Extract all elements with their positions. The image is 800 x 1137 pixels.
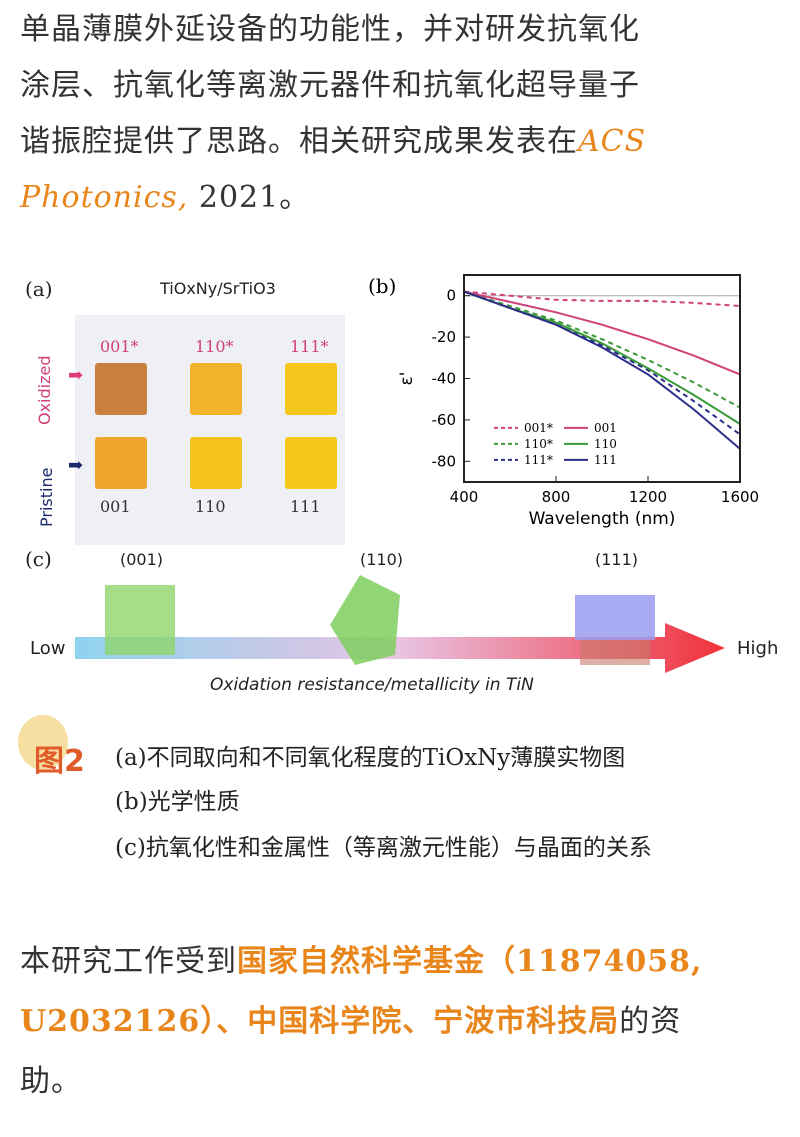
crystal-001 bbox=[105, 585, 175, 655]
sample-label-pristine: 001 bbox=[100, 497, 131, 516]
caption-c: (c)抗氧化性和金属性（等离激元性能）与晶面的关系 bbox=[115, 835, 652, 861]
funding-text: 的资 bbox=[619, 1004, 682, 1039]
intro-line: 谐振腔提供了思路。相关研究成果发表在 bbox=[20, 124, 578, 159]
legend-label: 111* bbox=[524, 453, 553, 467]
x-axis-label: Wavelength (nm) bbox=[529, 509, 676, 529]
intro-paragraph: 单晶薄膜外延设备的功能性，并对研发抗氧化 涂层、抗氧化等离激元器件和抗氧化超导量… bbox=[20, 2, 790, 226]
panel-c-label: (c) bbox=[25, 547, 52, 571]
funder: 国家自然科学基金（11874058, bbox=[237, 944, 703, 979]
funding-text: 本研究工作受到 bbox=[20, 944, 237, 979]
permittivity-chart: (b) 400 800 1200 1600 0 -20 -40 -60 -80 Wavelength… bbox=[368, 274, 759, 529]
figure-2: (a) TiOxNy/SrTiO3 Oxidized Pristine ➡ ➡ … bbox=[15, 265, 785, 705]
plane-110: (110) bbox=[360, 550, 404, 569]
legend-label: 111 bbox=[594, 453, 617, 467]
figure-badge: 图2 bbox=[34, 744, 85, 779]
funder: U2032126）、中国科学院、宁波市科技局 bbox=[20, 1004, 620, 1039]
gradient-arrow bbox=[75, 623, 725, 673]
series-line-111 bbox=[463, 290, 741, 450]
x-tick-label: 800 bbox=[542, 488, 571, 506]
funding-paragraph: 本研究工作受到国家自然科学基金（11874058, U2032126）、中国科学… bbox=[20, 932, 790, 1112]
crystal-110 bbox=[330, 575, 400, 665]
plane-001: (001) bbox=[120, 550, 164, 569]
sample-label-pristine: 110 bbox=[195, 497, 226, 516]
sample-label-oxidized: 001* bbox=[100, 337, 139, 356]
x-tick-label: 1600 bbox=[721, 488, 759, 506]
y-tick-label: -20 bbox=[432, 328, 457, 346]
journal-link[interactable]: ACS bbox=[578, 124, 647, 159]
arrow-right-icon: ➡ bbox=[68, 455, 84, 476]
oxidation-diagram bbox=[75, 575, 725, 673]
legend-label: 001* bbox=[524, 421, 553, 435]
legend-label: 001 bbox=[594, 421, 617, 435]
sample-label-oxidized: 111* bbox=[290, 337, 329, 356]
legend-label: 110* bbox=[524, 437, 553, 451]
punct: 。 bbox=[279, 180, 311, 215]
y-tick-label: -60 bbox=[432, 411, 457, 429]
plane-111: (111) bbox=[595, 550, 639, 569]
y-tick-label: -40 bbox=[432, 370, 457, 388]
row-pristine: Pristine bbox=[37, 467, 56, 527]
sample-label-oxidized: 110* bbox=[195, 337, 234, 356]
high-label: High bbox=[737, 638, 779, 659]
year: 2021 bbox=[188, 180, 280, 215]
badge-circle bbox=[18, 715, 68, 770]
panel-a-label: (a) bbox=[25, 277, 53, 301]
x-tick-label: 1200 bbox=[629, 488, 667, 506]
intro-line: 单晶薄膜外延设备的功能性，并对研发抗氧化 bbox=[20, 12, 640, 47]
crystal-111 bbox=[575, 595, 655, 640]
y-tick-label: -80 bbox=[432, 452, 457, 470]
legend-label: 110 bbox=[594, 437, 617, 451]
sample-photo bbox=[75, 315, 345, 545]
y-axis-label: ε' bbox=[397, 372, 417, 386]
journal-link[interactable]: Photonics, bbox=[20, 180, 189, 215]
sample-oxidized bbox=[95, 363, 147, 415]
panel-b-label: (b) bbox=[368, 274, 396, 298]
sample-oxidized bbox=[285, 363, 337, 415]
funding-text: 助。 bbox=[20, 1064, 82, 1099]
arrow-right-icon: ➡ bbox=[68, 365, 84, 386]
caption-a: (a)不同取向和不同氧化程度的TiOxNy薄膜实物图 bbox=[115, 745, 626, 771]
sample-pristine bbox=[190, 437, 242, 489]
x-tick-label: 400 bbox=[450, 488, 479, 506]
axis-caption: Oxidation resistance/metallicity in TiN bbox=[210, 675, 534, 695]
plot-frame bbox=[463, 274, 741, 483]
sample-pristine bbox=[95, 437, 147, 489]
sample-pristine bbox=[285, 437, 337, 489]
sample-oxidized bbox=[190, 363, 242, 415]
crystal-111-base bbox=[580, 640, 650, 665]
series-line-001-oxidized bbox=[463, 290, 741, 307]
row-oxidized: Oxidized bbox=[35, 355, 54, 425]
series-line-001 bbox=[463, 290, 741, 376]
low-label: Low bbox=[30, 638, 66, 659]
y-tick-label: 0 bbox=[446, 287, 456, 305]
intro-line: 涂层、抗氧化等离激元器件和抗氧化超导量子 bbox=[20, 68, 640, 103]
caption-b: (b)光学性质 bbox=[115, 789, 240, 815]
sample-label-pristine: 111 bbox=[290, 497, 321, 516]
panel-a-title: TiOxNy/SrTiO3 bbox=[160, 279, 276, 298]
series-line-110-oxidized bbox=[463, 290, 741, 409]
